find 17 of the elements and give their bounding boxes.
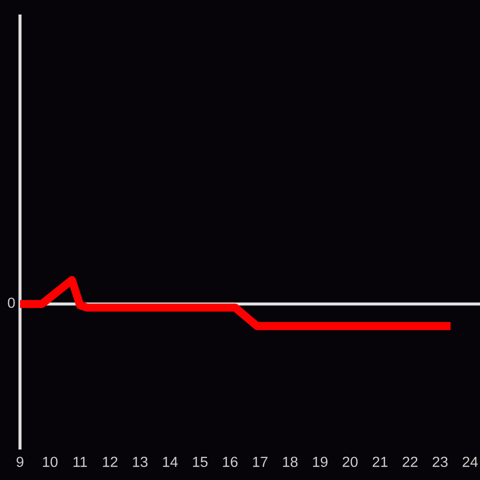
x-tick-label: 13 [133,456,148,468]
ref-line-label: 0 [8,298,15,308]
x-tick-label: 15 [193,456,208,468]
x-tick-label: 9 [16,456,24,468]
x-tick-label: 12 [103,456,118,467]
x-tick-label: 11 [74,456,87,467]
x-tick-label: 23 [432,456,448,468]
x-tick-label: 10 [43,456,58,468]
x-tick-label: 21 [372,456,388,467]
x-tick-label: 24 [462,456,478,467]
x-tick-label: 22 [402,456,418,467]
x-tick-label: 19 [313,456,328,468]
x-tick-label: 18 [283,456,298,468]
x-tick-label: 14 [163,456,178,467]
x-tick-label: 17 [253,456,268,467]
x-tick-label: 20 [342,456,358,468]
x-tick-label: 16 [223,456,238,468]
